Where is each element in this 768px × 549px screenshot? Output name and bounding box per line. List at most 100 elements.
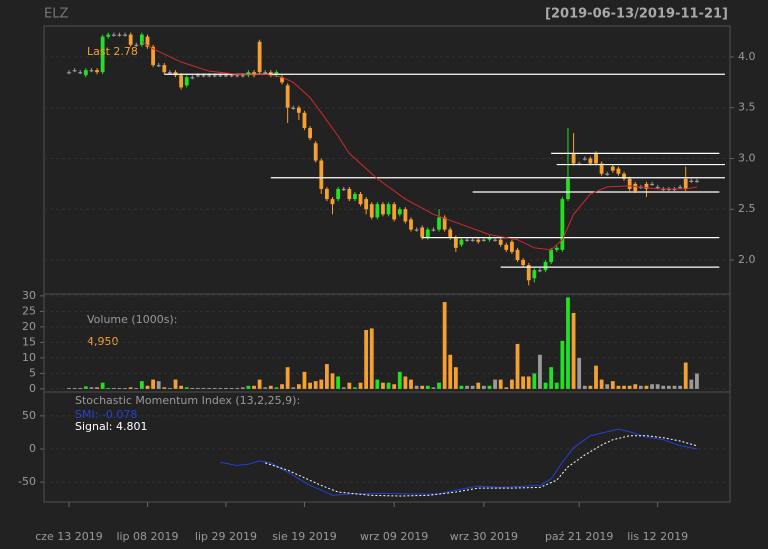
candle-body <box>291 107 296 109</box>
candle-body <box>683 178 688 189</box>
volume-bar <box>184 387 189 389</box>
volume-bar <box>425 385 430 389</box>
volume-bar <box>358 382 363 389</box>
y-tick-label: 0 <box>29 382 36 395</box>
candle-body <box>123 34 127 36</box>
candle-body <box>78 72 83 74</box>
volume-bar <box>510 379 514 389</box>
volume-bar <box>106 387 111 389</box>
volume-bar <box>319 379 324 389</box>
y-tick-label: 3.0 <box>738 151 756 164</box>
candle-body <box>313 143 318 161</box>
candle-body <box>504 244 509 250</box>
volume-bar <box>543 382 548 389</box>
volume-bar <box>678 385 683 389</box>
volume-bar <box>224 387 228 389</box>
candle-body <box>554 247 559 250</box>
candle-body <box>599 163 604 174</box>
candle-body <box>179 75 184 88</box>
candle-body <box>324 188 329 200</box>
candle-body <box>633 183 638 191</box>
candle-body <box>364 199 369 210</box>
volume-bar <box>173 379 178 389</box>
candle-body <box>481 239 486 241</box>
volume-bar <box>268 385 273 389</box>
candle-body <box>397 209 402 215</box>
volume-bar <box>554 382 559 389</box>
candle-body <box>420 227 425 238</box>
y-tick-label: 2.5 <box>738 202 756 215</box>
volume-bar <box>302 371 307 389</box>
volume-bar <box>123 387 127 389</box>
candle-body <box>336 188 341 200</box>
candle-body <box>695 180 699 183</box>
y-tick-label: 5 <box>29 366 36 379</box>
y-tick-label: -50 <box>18 475 36 488</box>
candle-body <box>280 77 284 83</box>
candle-body <box>616 168 621 174</box>
y-tick-label: 0 <box>29 442 36 455</box>
volume-bar <box>459 385 464 389</box>
candle-body <box>661 188 666 191</box>
volume-bar <box>549 367 554 389</box>
volume-bar <box>72 387 77 389</box>
candle-body <box>409 219 413 230</box>
volume-bar <box>235 387 240 389</box>
candle-body <box>487 237 492 240</box>
volume-bar <box>296 384 301 389</box>
candle-body <box>358 194 363 205</box>
volume-bar <box>526 376 531 389</box>
chart-title: ELZ <box>44 7 68 22</box>
volume-bar <box>128 387 133 389</box>
volume-bar <box>336 376 341 389</box>
candle-body <box>353 194 357 200</box>
candle-body <box>235 75 240 77</box>
candle-body <box>212 75 217 77</box>
volume-bar <box>504 387 509 389</box>
volume-bar <box>207 387 212 389</box>
volume-bar <box>392 384 397 389</box>
candle-body <box>369 204 374 218</box>
volume-bar <box>481 385 486 389</box>
x-tick-label: lip 08 2019 <box>116 530 178 543</box>
volume-bar <box>324 364 329 389</box>
candle-body <box>145 36 150 47</box>
y-tick-label: 15 <box>22 335 36 348</box>
candle-body <box>510 241 514 252</box>
legend-value: -0.078 <box>102 408 137 421</box>
volume-bar <box>308 382 312 389</box>
volume-bar <box>638 385 643 389</box>
volume-bar <box>605 384 610 389</box>
candle-body <box>100 36 105 73</box>
volume-bar <box>493 379 497 389</box>
last-price-value: 2.78 <box>113 45 138 58</box>
volume-bar <box>145 385 150 389</box>
plot-frame <box>43 25 731 503</box>
last-price: Last 2.78 <box>87 45 138 58</box>
candle-body <box>453 237 458 248</box>
legend-value: 4.801 <box>116 420 148 433</box>
volume-bar <box>420 385 425 389</box>
candle-body <box>224 75 228 77</box>
volume-bar <box>134 387 139 389</box>
candle-body <box>605 173 610 175</box>
candle-body <box>89 70 94 72</box>
volume-bar <box>582 385 587 389</box>
candle-body <box>678 186 683 189</box>
volume-bar <box>156 381 161 389</box>
candle-body <box>672 188 677 191</box>
candle-body <box>308 128 312 139</box>
volume-bar <box>353 387 357 389</box>
volume-bar <box>369 328 374 389</box>
candle-body <box>240 75 245 77</box>
candle-body <box>566 178 570 200</box>
candle-body <box>526 265 531 281</box>
volume-bar <box>633 384 638 389</box>
volume-bar <box>566 297 570 389</box>
volume-bar <box>78 387 83 389</box>
candle-body <box>319 160 324 189</box>
volume-bar <box>521 376 526 389</box>
candle-body <box>470 239 475 241</box>
candle-body <box>627 178 632 189</box>
